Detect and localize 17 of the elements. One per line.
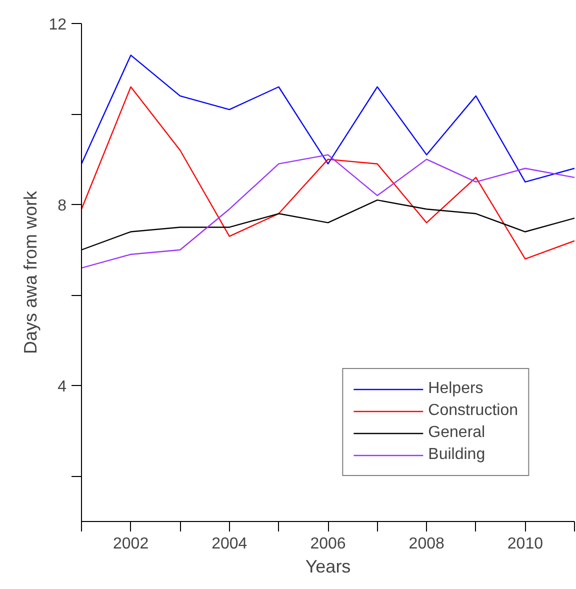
legend-label: General [428,424,486,442]
x-tick-label: 2008 [408,536,444,552]
x-axis-title: Years [305,556,351,576]
legend-label: Construction [428,402,518,420]
y-tick-label: 8 [58,198,67,215]
x-tick-label: 2004 [212,536,248,552]
line-series [82,154,574,269]
line-series [82,54,574,183]
y-tick-label: 12 [48,16,67,34]
x-tick-label: 2002 [113,536,149,552]
x-tick-label: 2010 [507,536,544,552]
legend-label: Building [428,446,486,464]
legend-label: Helpers [428,380,484,398]
x-tick-label: 2006 [310,536,346,552]
line-series [82,86,574,260]
y-tick-label: 4 [58,378,67,396]
y-axis-title: Days awa from work [20,190,41,354]
